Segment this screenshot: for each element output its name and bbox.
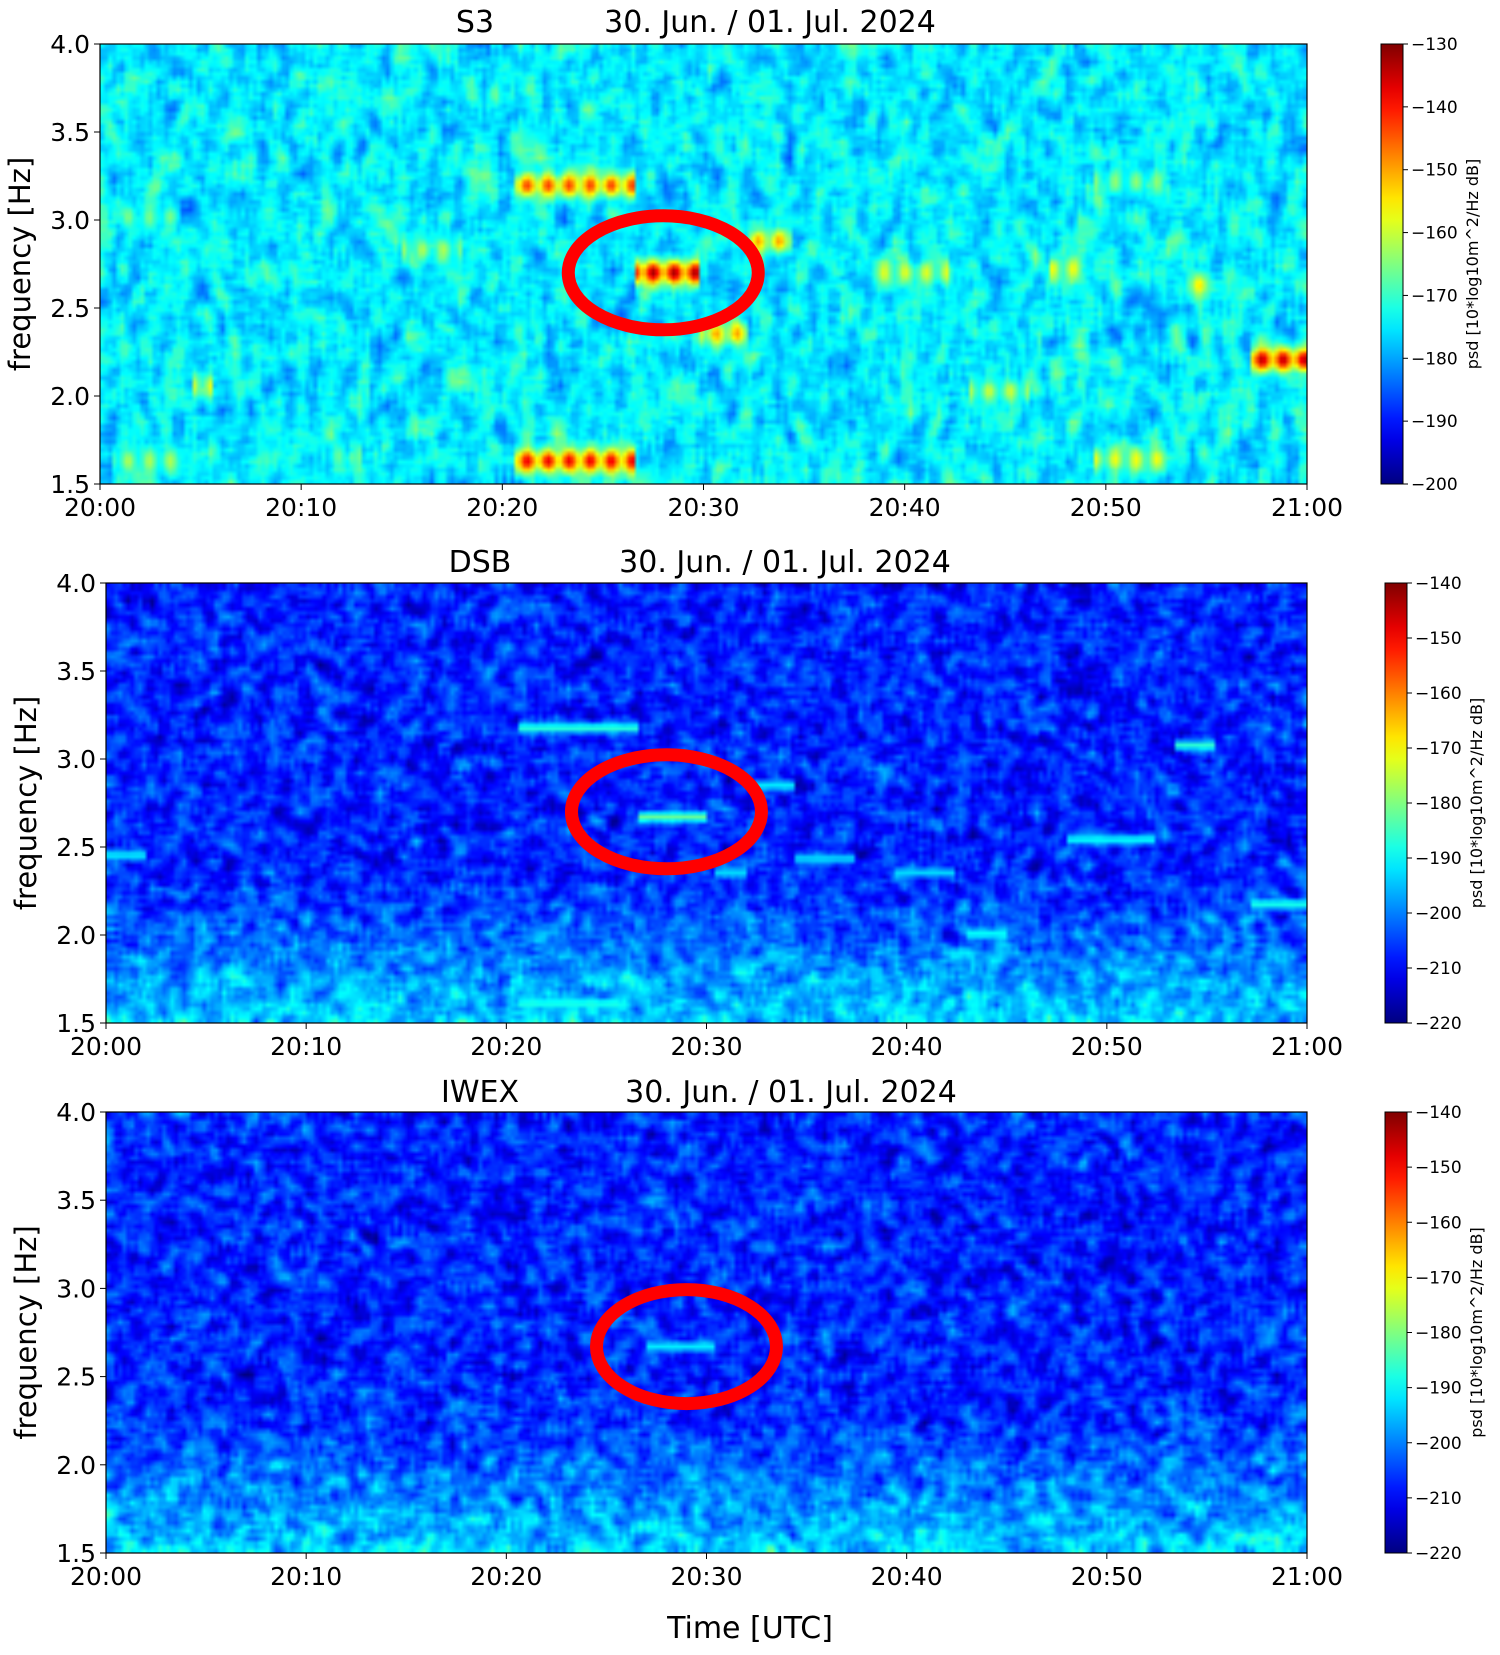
colorbar-tick-label: −170 [1415, 1268, 1462, 1288]
y-axis-label: frequency [Hz] [9, 696, 43, 910]
colorbar [1384, 1111, 1408, 1554]
x-tick-label: 20:10 [270, 1562, 342, 1591]
y-tick-label: 3.0 [50, 206, 90, 235]
panel-title-station: DSB [449, 545, 512, 580]
highlight-ellipse [564, 748, 768, 876]
y-tick-label: 4.0 [56, 569, 96, 598]
colorbar-tick-label: −190 [1415, 1379, 1462, 1399]
colorbar-tick-label: −150 [1415, 629, 1462, 649]
colorbar-tick-label: −220 [1415, 1544, 1462, 1564]
y-tick-label: 2.5 [50, 294, 90, 323]
y-axis-label: frequency [Hz] [3, 157, 37, 371]
colorbar-tick-label: −220 [1415, 1014, 1462, 1034]
y-tick-label: 2.5 [56, 833, 96, 862]
spectrogram-panel-s3: 20:00 20:10 20:20 20:30 20:40 20:50 21:00 1.5 2.… [3, 5, 1482, 522]
y-tick-label: 3.5 [56, 657, 96, 686]
colorbar-tick-label: −190 [1411, 412, 1458, 432]
spectrogram-panel-iwex: 20:00 20:10 20:20 20:30 20:40 20:50 21:00 1.5 2.… [9, 1075, 1486, 1591]
colorbar-tick-label: −140 [1415, 574, 1462, 594]
y-tick-label: 4.0 [56, 1098, 96, 1127]
y-tick-label: 1.5 [56, 1009, 96, 1038]
colorbar-tick-label: −180 [1411, 349, 1458, 369]
x-tick-label: 21:00 [1271, 1562, 1343, 1591]
panel-title-station: S3 [456, 5, 494, 40]
x-tick-label: 20:30 [670, 1562, 742, 1591]
x-tick-label: 20:10 [265, 493, 337, 522]
colorbar [1384, 582, 1408, 1024]
colorbar-tick-label: −200 [1411, 475, 1458, 495]
y-axis-label: frequency [Hz] [9, 1225, 43, 1439]
spectrogram-panel-dsb: 20:00 20:10 20:20 20:30 20:40 20:50 21:00 1.5 2.… [9, 545, 1486, 1061]
panel-title-date: 30. Jun. / 01. Jul. 2024 [625, 1075, 957, 1110]
x-tick-label: 20:30 [667, 493, 739, 522]
spectrogram-image [100, 44, 1307, 484]
x-tick-label: 20:00 [70, 1032, 142, 1061]
colorbar-tick-label: −200 [1415, 1434, 1462, 1454]
x-tick-label: 20:00 [64, 493, 136, 522]
x-tick-label: 20:20 [466, 493, 538, 522]
colorbar-tick-label: −200 [1415, 904, 1462, 924]
colorbar-tick-label: −160 [1411, 224, 1458, 244]
x-tick-label: 20:50 [1070, 493, 1142, 522]
colorbar-tick-label: −190 [1415, 849, 1462, 869]
colorbar-tick-label: −170 [1411, 286, 1458, 306]
y-tick-label: 3.0 [56, 745, 96, 774]
colorbar-tick-label: −210 [1415, 959, 1462, 979]
x-tick-label: 20:20 [470, 1562, 542, 1591]
colorbar-label: psd [10*log10m^2/Hz dB] [1467, 698, 1486, 909]
figure-xlabel: Time [UTC] [666, 1611, 833, 1646]
y-tick-label: 4.0 [50, 30, 90, 59]
y-tick-label: 1.5 [56, 1539, 96, 1568]
highlight-ellipse [589, 1283, 783, 1411]
x-tick-label: 20:30 [670, 1032, 742, 1061]
colorbar-tick-label: −140 [1411, 98, 1458, 118]
x-tick-label: 20:40 [871, 1562, 943, 1591]
colorbar-tick-label: −180 [1415, 1324, 1462, 1344]
y-tick-label: 3.0 [56, 1274, 96, 1303]
spectrogram-image [106, 1112, 1307, 1553]
x-tick-label: 20:50 [1071, 1562, 1143, 1591]
x-tick-label: 20:50 [1071, 1032, 1143, 1061]
colorbar-tick-label: −140 [1415, 1103, 1462, 1123]
colorbar-tick-label: −130 [1411, 35, 1458, 55]
x-tick-label: 20:00 [70, 1562, 142, 1591]
x-tick-label: 20:40 [869, 493, 941, 522]
y-tick-label: 3.5 [50, 118, 90, 147]
colorbar-tick-label: −210 [1415, 1489, 1462, 1509]
x-tick-label: 20:10 [270, 1032, 342, 1061]
colorbar-label: psd [10*log10m^2/Hz dB] [1467, 1227, 1486, 1438]
y-tick-label: 1.5 [50, 470, 90, 499]
colorbar-label: psd [10*log10m^2/Hz dB] [1463, 159, 1482, 370]
spectrogram-image [106, 583, 1307, 1023]
colorbar-tick-label: −170 [1415, 739, 1462, 759]
x-tick-label: 21:00 [1271, 1032, 1343, 1061]
colorbar-tick-label: −160 [1415, 1213, 1462, 1233]
colorbar [1380, 43, 1404, 485]
colorbar-tick-label: −180 [1415, 794, 1462, 814]
y-tick-label: 3.5 [56, 1186, 96, 1215]
colorbar-tick-label: −160 [1415, 684, 1462, 704]
colorbar-tick-label: −150 [1411, 161, 1458, 181]
colorbar-tick-label: −150 [1415, 1158, 1462, 1178]
highlight-ellipse [561, 209, 765, 337]
y-tick-label: 2.0 [56, 921, 96, 950]
y-tick-label: 2.5 [56, 1363, 96, 1392]
x-tick-label: 20:40 [871, 1032, 943, 1061]
x-tick-label: 20:20 [470, 1032, 542, 1061]
panel-title-date: 30. Jun. / 01. Jul. 2024 [619, 545, 951, 580]
x-tick-label: 21:00 [1271, 493, 1343, 522]
panel-title-date: 30. Jun. / 01. Jul. 2024 [604, 5, 936, 40]
panel-title-station: IWEX [441, 1075, 519, 1110]
y-tick-label: 2.0 [50, 382, 90, 411]
y-tick-label: 2.0 [56, 1451, 96, 1480]
